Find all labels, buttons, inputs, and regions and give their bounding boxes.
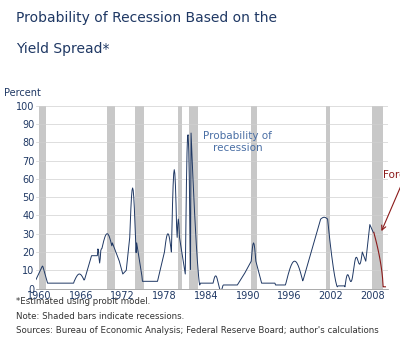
- Text: Percent: Percent: [4, 88, 41, 98]
- Text: Probability of
recession: Probability of recession: [203, 131, 272, 153]
- Text: Sources: Bureau of Economic Analysis; Federal Reserve Board; author's calculatio: Sources: Bureau of Economic Analysis; Fe…: [16, 326, 379, 335]
- Bar: [326, 106, 330, 289]
- Text: Yield Spread*: Yield Spread*: [16, 42, 110, 56]
- Text: *Estimated using probit model.: *Estimated using probit model.: [16, 297, 150, 307]
- Text: Probability of Recession Based on the: Probability of Recession Based on the: [16, 11, 277, 25]
- Bar: [135, 106, 144, 289]
- Bar: [178, 106, 182, 289]
- Bar: [189, 106, 198, 289]
- Bar: [251, 106, 257, 289]
- Text: Note: Shaded bars indicate recessions.: Note: Shaded bars indicate recessions.: [16, 312, 184, 321]
- Bar: [40, 106, 46, 289]
- Text: Forecast: Forecast: [382, 170, 400, 230]
- Bar: [372, 106, 383, 289]
- Bar: [107, 106, 115, 289]
